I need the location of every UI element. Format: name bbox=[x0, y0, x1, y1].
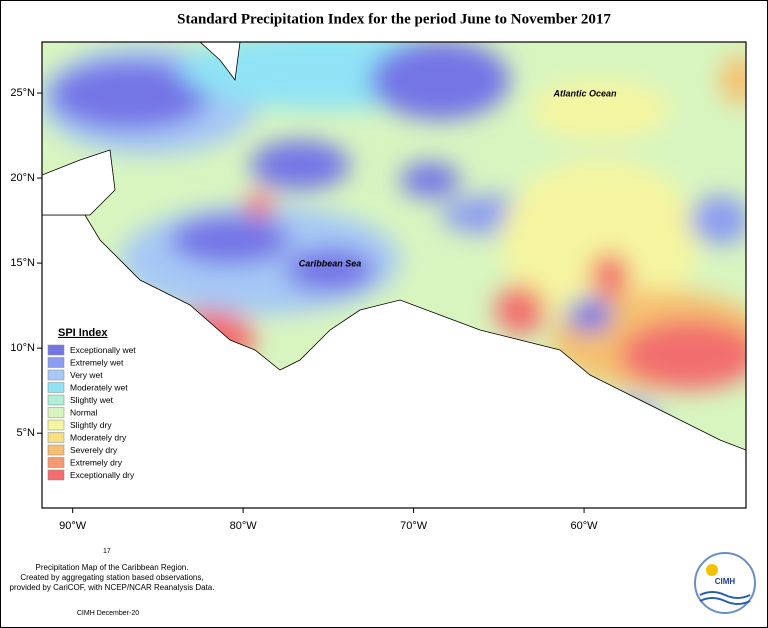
x-tick-label: 70°W bbox=[400, 520, 428, 532]
legend-swatch bbox=[47, 469, 65, 481]
legend-swatch bbox=[47, 369, 65, 381]
legend-label: Exceptionally dry bbox=[70, 470, 135, 480]
spi-field bbox=[42, 42, 746, 508]
legend-swatch bbox=[47, 419, 65, 431]
legend-label: Extremely wet bbox=[70, 357, 124, 367]
land bbox=[199, 42, 241, 82]
land bbox=[42, 149, 116, 216]
legend-label: Moderately wet bbox=[70, 382, 128, 392]
map-frame bbox=[41, 41, 747, 509]
logo-text: CIMH bbox=[715, 577, 736, 586]
legend-swatch bbox=[47, 382, 65, 393]
legend-label: Exceptionally wet bbox=[70, 345, 136, 355]
legend-label: Normal bbox=[70, 407, 98, 417]
legend: SPI Index Exceptionally wet Extremely wet… bbox=[47, 327, 136, 481]
land bbox=[42, 214, 746, 508]
map-title: Standard Precipitation Index for the per… bbox=[177, 11, 611, 27]
y-tick-label: 10°N bbox=[10, 342, 35, 354]
y-tick-label: 20°N bbox=[10, 172, 35, 184]
x-tick-label: 60°W bbox=[571, 520, 599, 532]
legend-label: Very wet bbox=[70, 370, 103, 380]
credit: CIMH December-20 bbox=[77, 610, 139, 617]
x-tick-label: 80°W bbox=[230, 520, 258, 532]
legend-label: Slightly wet bbox=[70, 395, 114, 405]
y-tick-label: 5°N bbox=[17, 427, 36, 439]
x-tick-label: 90°W bbox=[59, 520, 87, 532]
legend-title: SPI Index bbox=[58, 327, 108, 339]
legend-label: Extremely dry bbox=[70, 457, 123, 467]
caption-line: provided by CariCOF, with NCEP/NCAR Rean… bbox=[10, 583, 215, 592]
legend-swatch bbox=[47, 357, 65, 368]
legend-swatch bbox=[47, 344, 65, 356]
page-number: 17 bbox=[103, 548, 111, 555]
map-label: Caribbean Sea bbox=[299, 258, 362, 268]
legend-swatch bbox=[47, 394, 65, 406]
y-tick-label: 15°N bbox=[10, 257, 35, 269]
legend-label: Moderately dry bbox=[70, 432, 127, 442]
legend-swatch bbox=[47, 432, 65, 443]
legend-label: Slightly dry bbox=[70, 420, 112, 430]
logo: CIMH bbox=[694, 552, 756, 614]
caption-line: Created by aggregating station based obs… bbox=[20, 573, 203, 582]
legend-swatch bbox=[47, 444, 65, 456]
map-label: Atlantic Ocean bbox=[552, 88, 617, 98]
caption-line: Precipitation Map of the Caribbean Regio… bbox=[36, 563, 189, 572]
legend-label: Severely dry bbox=[70, 445, 118, 455]
y-tick-label: 25°N bbox=[10, 87, 35, 99]
legend-swatch bbox=[47, 407, 65, 418]
legend-swatch bbox=[47, 457, 65, 468]
